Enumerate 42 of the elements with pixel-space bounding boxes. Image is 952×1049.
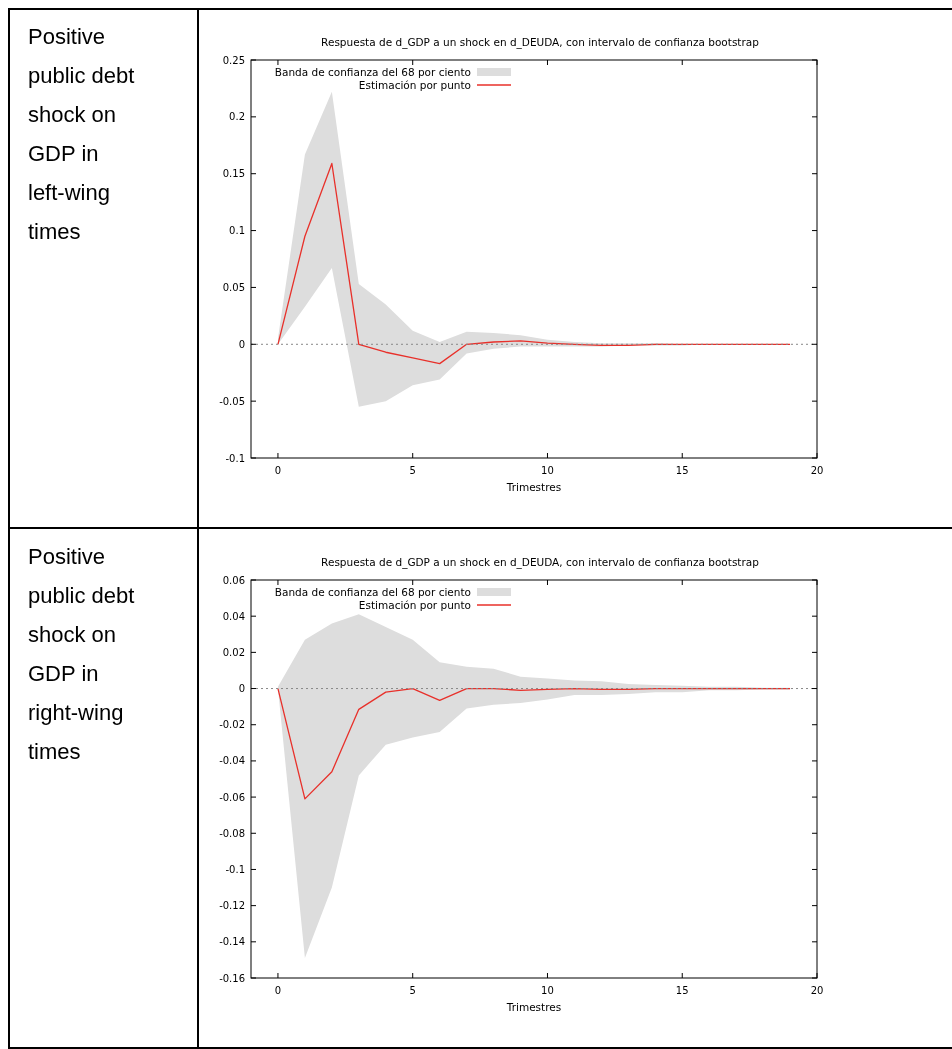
y-tick-label: 0.25 [222,54,245,66]
text: Positive public debt shock on GDP in right-wing times [28,544,135,764]
legend-label: Estimación por punto [358,598,471,611]
line-series [277,687,791,800]
x-axis-title: Trimestres [505,1001,562,1013]
y-tick-label: -0.08 [219,827,245,839]
y-tick-label: 0 [238,338,245,350]
legend-label: Estimación por punto [358,78,471,91]
y-tick-label: 0.15 [222,168,245,180]
x-tick-label: 15 [675,985,689,996]
y-tick-label: -0.04 [219,755,245,767]
text: Positive public debt shock on GDP in left-wing times [28,24,135,244]
y-tick-label: 0.02 [222,646,245,658]
y-tick-label: -0.16 [219,972,245,984]
y-tick-label: 0.1 [229,225,245,237]
y-tick-label: -0.1 [225,863,245,875]
y-tick-label: -0.14 [219,936,245,948]
y-tick-label: -0.1 [225,452,245,464]
x-tick-label: 20 [810,985,824,996]
x-tick-label: 5 [409,985,416,996]
y-tick-label: -0.12 [219,900,245,912]
y-tick-label: -0.02 [219,719,245,731]
y-tick-label: 0.2 [229,111,245,123]
x-tick-label: 0 [274,465,282,476]
x-tick-label: 20 [810,465,824,476]
x-axis-title: Trimestres [505,481,562,493]
y-tick-label: 0.05 [222,281,245,293]
annotation: Banda de confianza del 68 por ciento [274,65,471,78]
y-tick-label: 0.06 [222,574,245,586]
x-tick-label: 15 [675,465,689,476]
x-tick-label: 10 [541,985,554,996]
y-tick-label: -0.05 [219,395,245,407]
x-tick-label: 0 [274,985,282,996]
y-tick-label: 0.04 [222,610,245,622]
chart-title: Respuesta de d_GDP a un shock en d_DEUDA, con intervalo de confianza bootstrap [321,36,760,49]
y-tick-label: 0 [238,683,245,695]
y-tick-label: -0.06 [219,791,245,803]
annotation: Banda de confianza del 68 por ciento [274,585,471,598]
chart-title: Respuesta de d_GDP a un shock en d_DEUDA, con intervalo de confianza bootstrap [321,556,760,569]
line-series [277,162,791,365]
x-tick-label: 10 [541,465,554,476]
x-tick-label: 5 [409,465,416,476]
